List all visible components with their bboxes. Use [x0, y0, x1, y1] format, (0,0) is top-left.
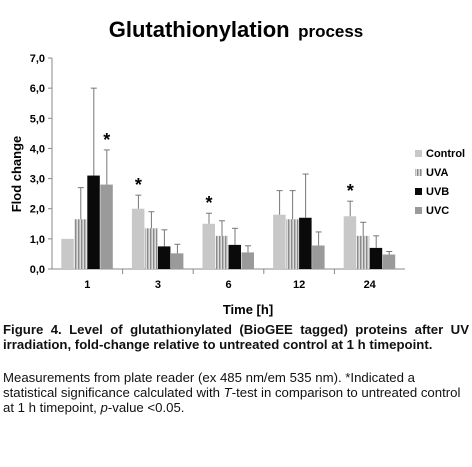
- bar: [286, 219, 299, 269]
- bar: [343, 216, 357, 269]
- x-axis-label: Time [h]: [223, 302, 273, 317]
- figure-caption-body: Measurements from plate reader (ex 485 n…: [3, 370, 469, 416]
- legend-swatch: [415, 150, 422, 157]
- y-tick-label: 5,0: [30, 113, 45, 125]
- bar: [241, 252, 254, 269]
- caption-t-italic: T: [223, 385, 232, 401]
- x-tick-label: 3: [155, 279, 161, 291]
- chart-title-main: Glutathionylation: [109, 17, 290, 42]
- bar: [382, 254, 396, 269]
- bar: [273, 214, 286, 269]
- bar: [215, 235, 228, 269]
- bar-chart: Glutathionylation process * * * * 0,0 1,0 2,0…: [9, 17, 465, 317]
- chart-title: Glutathionylation process: [109, 17, 364, 42]
- caption-p-italic: p: [100, 400, 108, 416]
- significance-star: *: [135, 175, 142, 195]
- bar: [100, 184, 113, 269]
- significance-star: *: [103, 130, 110, 150]
- y-tick-label: 4,0: [30, 143, 45, 155]
- significance-star: *: [205, 193, 212, 213]
- legend-label: Control: [426, 148, 465, 160]
- bar: [202, 223, 215, 269]
- legend-swatch: [415, 188, 422, 195]
- bar: [87, 175, 100, 269]
- caption-text-1: Measurements from plate reader (ex 485 n…: [3, 370, 415, 401]
- y-tick-label: 3,0: [30, 174, 45, 186]
- chart-title-suffix: process: [298, 22, 363, 41]
- bar: [312, 245, 325, 269]
- figure-caption-title: Figure 4. Level of glutathionylated (Bio…: [3, 322, 469, 353]
- bar: [170, 253, 184, 269]
- bar: [228, 244, 241, 269]
- x-tick-label: 1: [84, 279, 90, 291]
- significance-star: *: [347, 181, 354, 201]
- bar: [299, 217, 312, 269]
- legend-label: UVC: [426, 205, 449, 217]
- legend-swatch: [415, 207, 422, 214]
- x-tick-label: 12: [293, 279, 305, 291]
- y-tick-label: 0,0: [30, 264, 45, 276]
- y-tick-label: 2,0: [30, 204, 45, 216]
- bar: [74, 219, 87, 269]
- x-tick-label: 6: [225, 279, 231, 291]
- bar: [144, 228, 158, 269]
- bar: [157, 246, 171, 269]
- legend-label: UVA: [426, 167, 448, 179]
- bar: [356, 235, 370, 269]
- bar: [61, 238, 74, 269]
- caption-text-3: -value <0.05.: [107, 400, 185, 416]
- bar: [369, 247, 383, 269]
- caption-text-2: -test in comparison to untreated control…: [3, 385, 461, 416]
- y-tick-label: 7,0: [30, 53, 45, 65]
- y-tick-label: 6,0: [30, 83, 45, 95]
- legend-label: UVB: [426, 186, 449, 198]
- y-tick-label: 1,0: [30, 234, 45, 246]
- bar: [131, 208, 145, 269]
- x-tick-label: 24: [364, 279, 377, 291]
- y-axis-label: Flod change: [9, 136, 24, 213]
- legend-swatch: [415, 169, 422, 176]
